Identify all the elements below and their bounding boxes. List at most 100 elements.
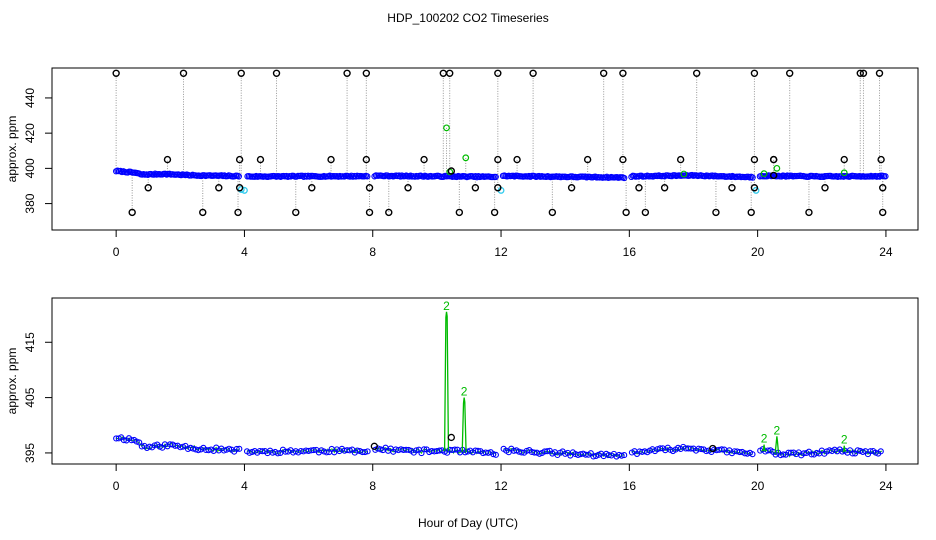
data-point [603, 173, 611, 180]
data-point-black [447, 167, 456, 175]
y-tick-label: 395 [23, 443, 37, 463]
x-tick-label: 16 [623, 245, 637, 259]
top-x-axis: 0 4 8 12 16 20 24 [113, 229, 893, 259]
data-point [854, 447, 861, 454]
data-point-black [622, 208, 630, 217]
data-point [259, 448, 266, 455]
data-point-black [660, 184, 669, 192]
data-point [472, 172, 479, 180]
data-point [882, 173, 889, 180]
data-point [166, 441, 174, 448]
y-tick-label: 405 [23, 387, 37, 407]
data-point [120, 437, 127, 444]
data-point-green [773, 164, 781, 172]
data-point [323, 449, 330, 456]
data-point-black [365, 208, 374, 217]
data-point [877, 448, 884, 455]
data-point [473, 174, 481, 181]
top-panel: 0 4 8 12 16 20 24 380 400 420 440 approx. ppm [5, 67, 919, 259]
top-y-axis: 380 400 420 440 [23, 88, 53, 214]
data-point [590, 453, 597, 460]
data-point [421, 446, 428, 453]
data-point-black [879, 208, 887, 217]
x-tick-label: 8 [369, 245, 376, 259]
data-point-black [235, 155, 244, 164]
data-point-black [712, 208, 720, 217]
data-point-black [308, 184, 316, 192]
data-point-black [365, 184, 374, 192]
spike-line-green [443, 311, 450, 451]
x-tick-label: 20 [751, 479, 765, 493]
data-point [544, 448, 551, 455]
data-point-black [112, 69, 120, 77]
data-point-black [786, 69, 794, 77]
data-point-black [548, 208, 557, 217]
bottom-y-axis: 395 405 415 [23, 332, 53, 463]
data-point-black [420, 155, 428, 164]
data-point [138, 443, 145, 450]
data-point-black [234, 208, 242, 217]
x-tick-label: 8 [369, 479, 376, 493]
data-point-green [462, 154, 470, 162]
data-point [718, 446, 725, 453]
data-point [413, 447, 420, 454]
spike-line-green [762, 444, 767, 452]
data-point [364, 173, 371, 180]
data-point [361, 449, 369, 456]
data-point-black [447, 433, 455, 442]
data-point-black [490, 208, 499, 217]
data-point [395, 172, 403, 179]
data-point-green [840, 169, 848, 177]
data-point [657, 445, 664, 452]
x-tick-label: 12 [494, 245, 508, 259]
data-point-black [370, 442, 378, 450]
x-tick-label: 0 [113, 245, 120, 259]
data-point-black [327, 155, 335, 164]
data-point-black [821, 184, 829, 192]
data-point-black [750, 69, 759, 77]
data-point-black [446, 69, 454, 77]
x-tick-label: 4 [241, 479, 248, 493]
data-point-black [343, 69, 351, 77]
data-point-black [199, 208, 207, 217]
data-point [474, 447, 481, 454]
data-point-black [529, 69, 537, 77]
data-point-black [144, 184, 152, 192]
data-point [859, 448, 866, 456]
data-point-black [805, 208, 813, 217]
y-tick-label: 440 [23, 88, 37, 108]
data-point [364, 448, 371, 455]
data-point-black [292, 208, 300, 217]
data-point [628, 173, 635, 181]
data-point-black [494, 69, 502, 77]
data-point [235, 173, 242, 180]
data-point [462, 449, 469, 456]
data-point-black [583, 155, 592, 164]
bottom-plot-frame [51, 297, 919, 465]
data-point-black [256, 155, 265, 164]
data-point [687, 445, 694, 452]
spike-label: 2 [461, 385, 468, 399]
data-point-black [494, 184, 502, 192]
data-point-black [709, 444, 717, 453]
data-point [621, 452, 628, 459]
data-point-black [362, 155, 371, 164]
data-point [117, 167, 124, 175]
y-tick-label: 415 [23, 332, 37, 352]
spike-label: 2 [774, 423, 781, 437]
data-point-black [877, 155, 885, 164]
data-point [187, 444, 194, 451]
x-tick-label: 0 [113, 479, 120, 493]
data-point-black [879, 184, 887, 192]
data-point [490, 451, 497, 458]
data-point [133, 438, 140, 445]
data-point-black [875, 69, 884, 77]
data-point [621, 174, 628, 182]
data-point [236, 445, 243, 452]
data-point [849, 450, 856, 457]
data-point [618, 452, 625, 459]
y-tick-label: 380 [23, 193, 37, 213]
data-point-black [676, 155, 685, 164]
